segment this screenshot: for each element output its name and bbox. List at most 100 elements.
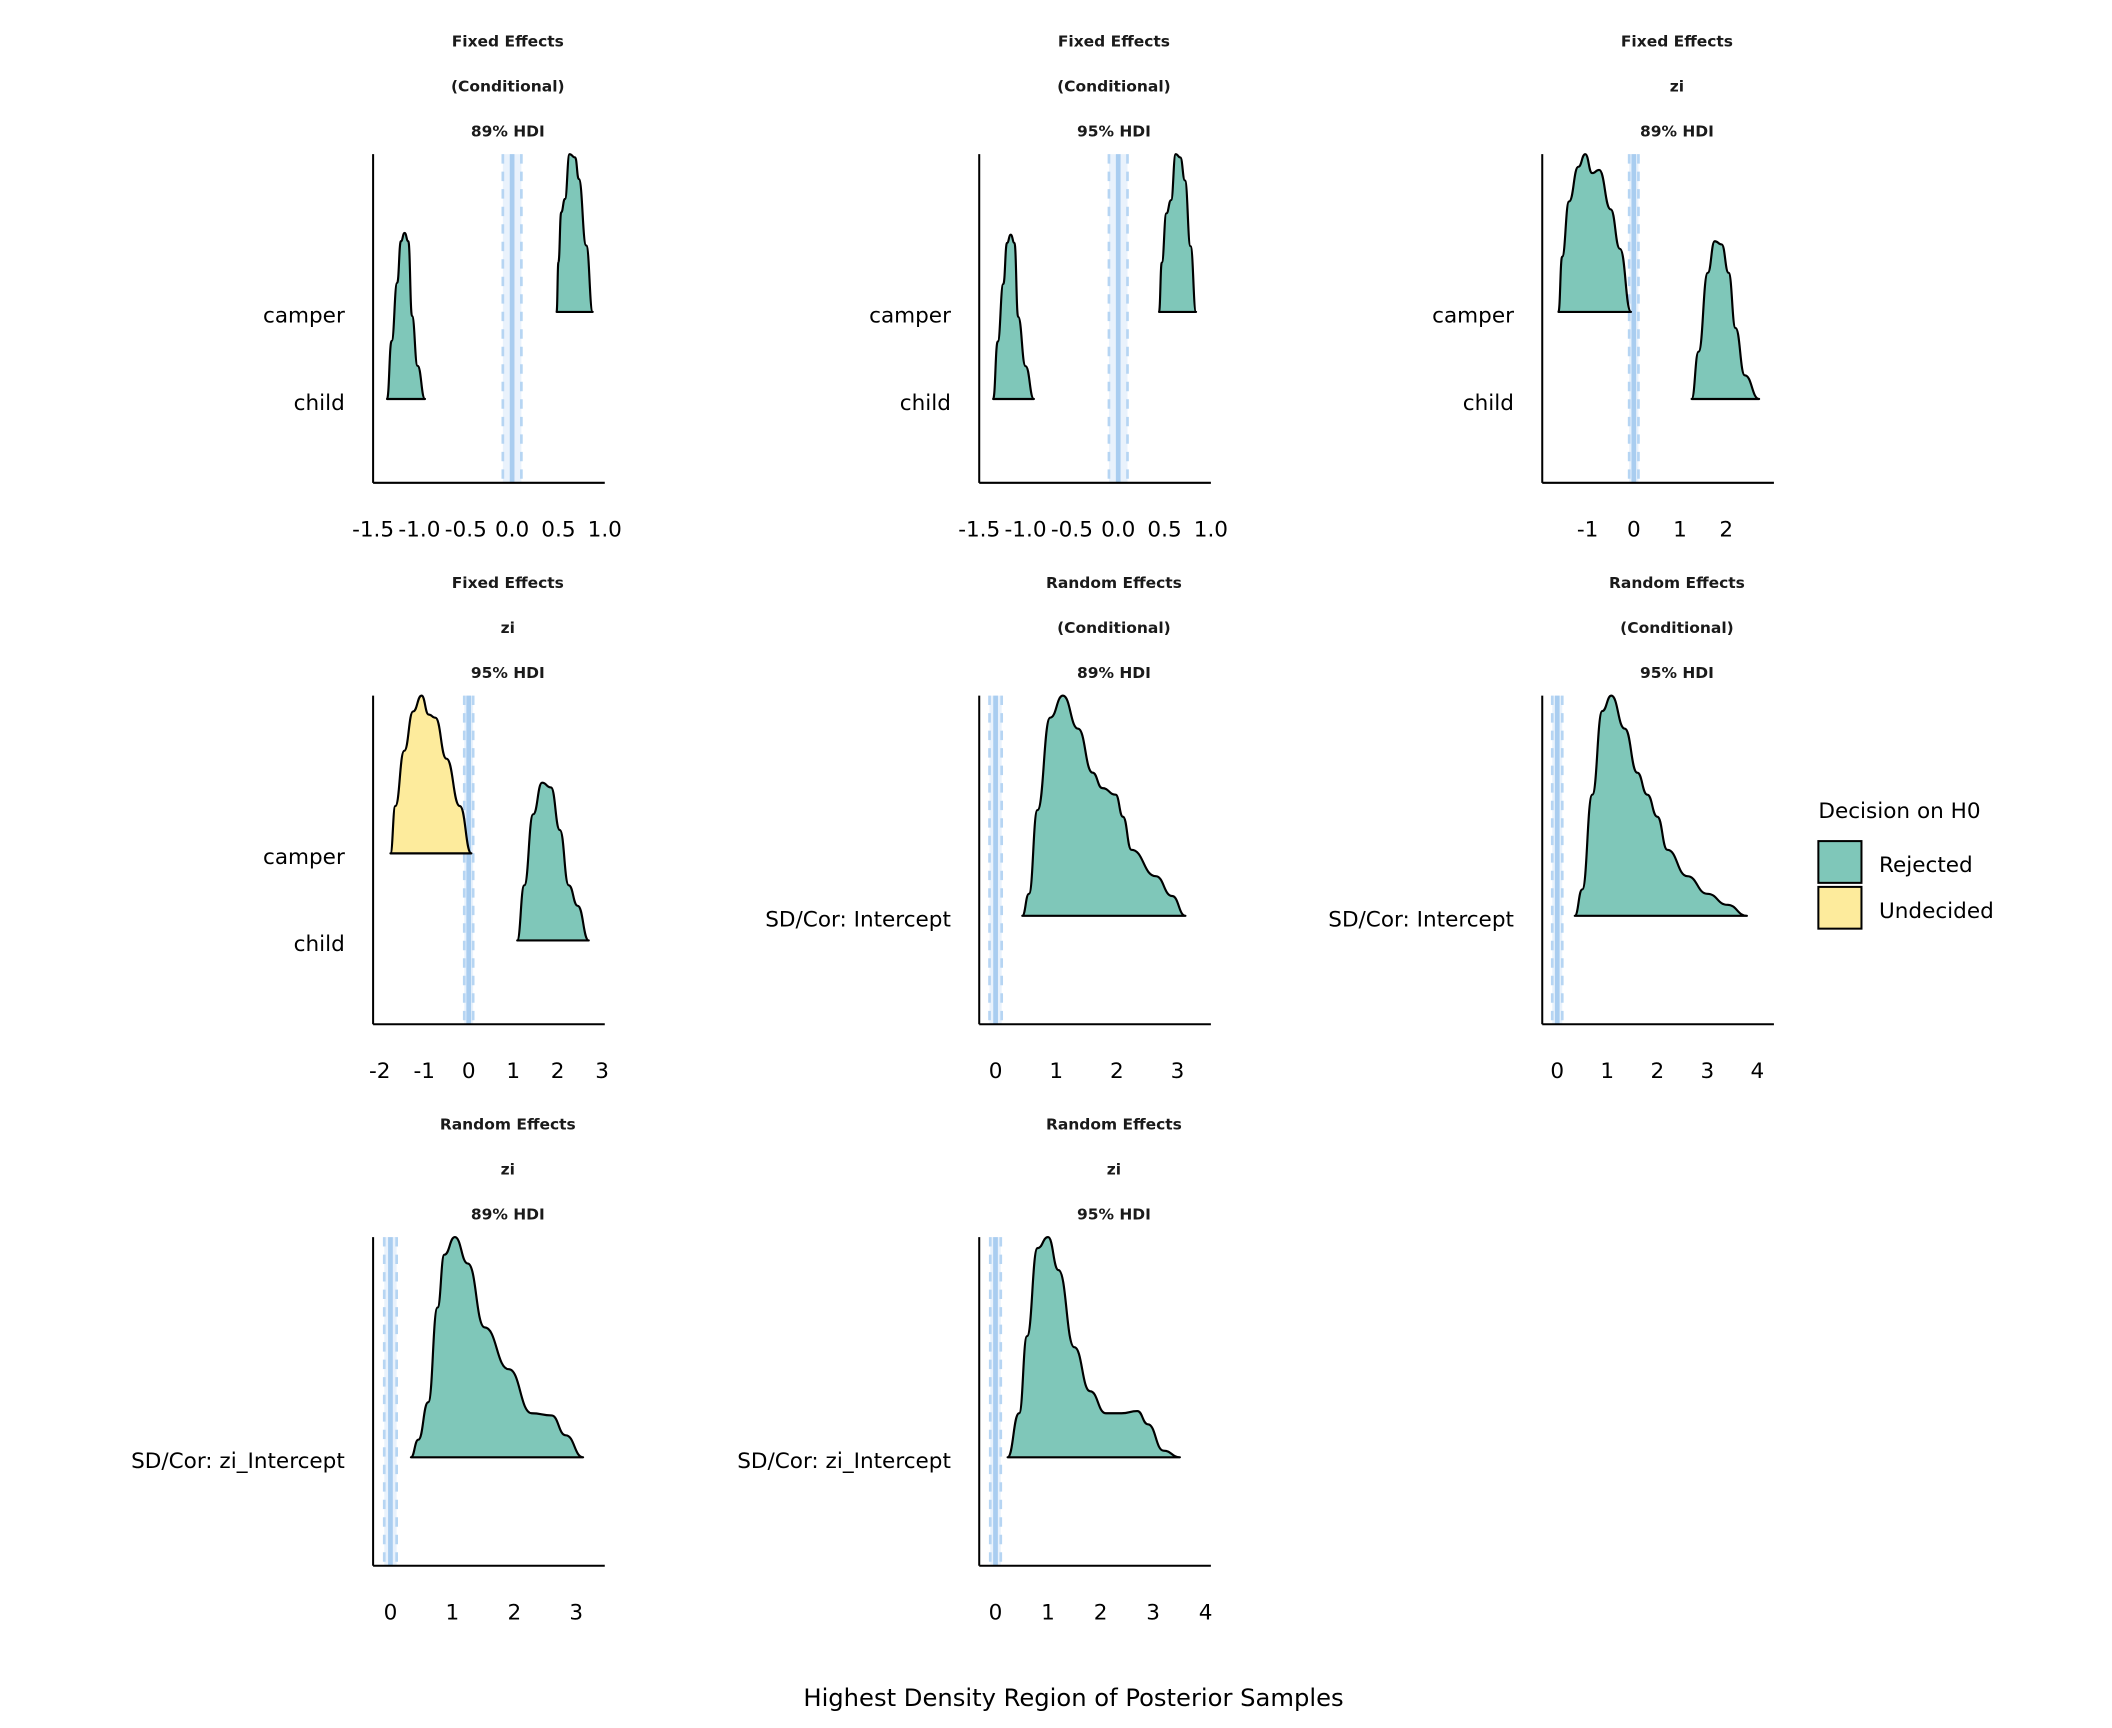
x-tick-label: 2: [1719, 518, 1733, 543]
panel-title: Fixed Effects: [452, 574, 564, 592]
x-tick-label: 3: [1146, 1601, 1160, 1626]
y-category-label: camper: [869, 304, 951, 329]
x-tick-label: -0.5: [1051, 518, 1093, 543]
panel-title: 89% HDI: [471, 1206, 545, 1224]
panel-title: (Conditional): [1057, 619, 1171, 637]
x-tick-label: 1: [1673, 518, 1687, 543]
x-tick-label: 4: [1751, 1059, 1765, 1084]
x-tick-label: 1: [1041, 1601, 1055, 1626]
panel-2: Fixed Effects (Conditional) 95% HDI camper c…: [869, 32, 1228, 542]
x-tick-label: 0: [1627, 518, 1641, 543]
x-tick-label: 1: [506, 1059, 520, 1084]
legend-label-undecided: Undecided: [1879, 899, 1994, 924]
panel-title: (Conditional): [451, 78, 565, 96]
density-ridge-sdcorintercept: [1021, 694, 1187, 917]
legend-swatch-rejected: [1817, 840, 1863, 884]
x-tick-label: -2: [369, 1059, 390, 1084]
panel-1: Fixed Effects (Conditional) 89% HDI camper c…: [263, 32, 622, 542]
y-category-label: SD/Cor: Intercept: [1328, 908, 1514, 933]
x-tick-label: 0: [462, 1059, 476, 1084]
y-category-label: SD/Cor: Intercept: [765, 908, 951, 933]
y-category-label: child: [294, 391, 345, 416]
panel-title: Random Effects: [1046, 1115, 1182, 1133]
panel-title: zi: [1670, 78, 1684, 96]
panel-8: Random Effects zi 95% HDI SD/Cor: zi_Interc…: [737, 1115, 1212, 1625]
x-tick-label: 2: [551, 1059, 565, 1084]
x-tick-label: 3: [595, 1059, 609, 1084]
x-tick-label: 1: [1600, 1059, 1614, 1084]
panel-title: Random Effects: [1609, 574, 1745, 592]
panel-title: zi: [1107, 1160, 1121, 1178]
panel-title: Fixed Effects: [452, 32, 564, 50]
y-category-label: child: [900, 391, 951, 416]
x-tick-label: 1: [1049, 1059, 1063, 1084]
y-category-label: camper: [263, 845, 345, 870]
y-category-label: child: [1463, 391, 1514, 416]
x-tick-label: -0.5: [445, 518, 487, 543]
density-ridge-child: [1690, 240, 1761, 401]
x-tick-label: 3: [569, 1601, 583, 1626]
density-ridge-camper: [555, 153, 594, 313]
legend-title: Decision on H0: [1818, 799, 1980, 824]
x-tick-label: 1: [446, 1601, 460, 1626]
x-tick-label: 0: [989, 1601, 1003, 1626]
density-ridge-child: [385, 231, 427, 401]
panel-3: Fixed Effects zi 89% HDI camper child -1 0 1 2: [1432, 32, 1774, 543]
density-ridge-camper: [1157, 153, 1198, 313]
x-tick-label: -1.5: [352, 518, 394, 543]
density-ridge-camper: [1557, 153, 1633, 313]
y-category-label: camper: [263, 304, 345, 329]
x-axis-label: Highest Density Region of Posterior Samp…: [803, 1683, 1343, 1712]
x-tick-label: 3: [1171, 1059, 1185, 1084]
density-ridge-child: [992, 233, 1035, 401]
panel-title: Fixed Effects: [1621, 32, 1733, 50]
y-category-label: child: [294, 932, 345, 957]
x-tick-label: 0: [384, 1601, 398, 1626]
x-tick-label: -1: [1577, 518, 1598, 543]
panel-title: 89% HDI: [471, 123, 545, 141]
x-tick-label: 2: [1110, 1059, 1124, 1084]
panel-7: Random Effects zi 89% HDI SD/Cor: zi_Interc…: [131, 1115, 605, 1626]
panel-title: 89% HDI: [1077, 664, 1151, 682]
x-tick-label: 0.5: [1147, 518, 1181, 543]
density-ridge-sdcorzi_intercept: [409, 1236, 585, 1459]
panel-title: Fixed Effects: [1058, 32, 1170, 50]
x-tick-label: 0.0: [495, 518, 529, 543]
panel-title: (Conditional): [1620, 619, 1734, 637]
legend: Decision on H0 Rejected Undecided: [1817, 799, 1994, 930]
density-ridge-camper: [389, 694, 473, 855]
panel-title: (Conditional): [1057, 78, 1171, 96]
panel-title: 89% HDI: [1640, 123, 1714, 141]
panel-title: 95% HDI: [1077, 1206, 1151, 1224]
x-tick-label: -1: [413, 1059, 434, 1084]
panel-title: 95% HDI: [1077, 123, 1151, 141]
x-tick-label: 1.0: [1194, 518, 1228, 543]
panel-title: zi: [501, 619, 515, 637]
legend-swatch-undecided: [1817, 885, 1863, 930]
density-ridge-sdcorintercept: [1573, 694, 1748, 917]
legend-label-rejected: Rejected: [1879, 853, 1973, 878]
panel-6: Random Effects (Conditional) 95% HDI SD/Cor…: [1328, 574, 1774, 1084]
panel-4: Fixed Effects zi 95% HDI camper child -2 -1 0 1 2…: [263, 574, 609, 1084]
y-category-label: SD/Cor: zi_Intercept: [737, 1449, 951, 1474]
panel-title: 95% HDI: [471, 664, 545, 682]
x-tick-label: 0.0: [1101, 518, 1135, 543]
x-tick-label: 2: [507, 1601, 521, 1626]
panel-title: zi: [501, 1160, 515, 1178]
x-tick-label: 4: [1199, 1601, 1213, 1626]
panel-title: Random Effects: [1046, 574, 1182, 592]
x-tick-label: 2: [1650, 1059, 1664, 1084]
y-category-label: SD/Cor: zi_Intercept: [131, 1449, 345, 1474]
x-tick-label: 3: [1701, 1059, 1715, 1084]
panel-title: Random Effects: [440, 1115, 576, 1133]
x-tick-label: 1.0: [588, 518, 622, 543]
y-category-label: camper: [1432, 304, 1514, 329]
x-tick-label: -1.0: [1005, 518, 1047, 543]
panel-title: 95% HDI: [1640, 664, 1714, 682]
x-tick-label: -1.0: [398, 518, 440, 543]
x-tick-label: 0: [1550, 1059, 1564, 1084]
x-tick-label: 0.5: [541, 518, 575, 543]
density-ridge-child: [516, 781, 590, 942]
density-ridge-sdcorzi_intercept: [1006, 1236, 1181, 1459]
